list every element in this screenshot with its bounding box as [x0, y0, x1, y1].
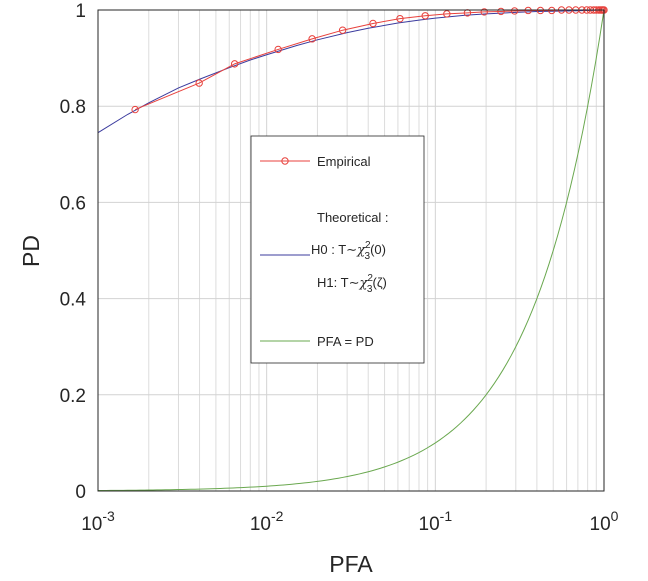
- empirical-marker: [230, 60, 239, 68]
- empirical-marker: [421, 12, 429, 20]
- diagonal-series-line: [97, 9, 605, 492]
- empirical-marker: [195, 79, 203, 87]
- legend-h0-label: H0 : T∼χ2 3(0): [311, 240, 386, 262]
- y-tick-label: 0.2: [60, 386, 86, 407]
- y-tick-label: 1: [75, 1, 86, 22]
- empirical-marker: [369, 19, 377, 28]
- x-tick-labels: 10-3 10-2 10-1 100: [81, 508, 618, 535]
- legend-empirical-label: Empirical: [317, 154, 371, 169]
- y-axis-label: PD: [18, 235, 44, 267]
- legend-empirical-marker: [281, 157, 289, 165]
- x-tick-label: 10-2: [250, 508, 284, 535]
- empirical-marker: [396, 14, 404, 23]
- y-tick-label: 0.6: [60, 193, 86, 214]
- legend-theoretical-title: Theoretical :: [317, 210, 389, 225]
- empirical-marker: [338, 26, 347, 34]
- y-tick-label: 0: [75, 482, 86, 503]
- y-tick-label: 0.8: [60, 97, 86, 118]
- legend: Empirical Theoretical : H0 : T∼χ2 3(0) H1…: [250, 135, 425, 364]
- empirical-marker: [480, 8, 488, 16]
- empirical-marker: [131, 105, 139, 114]
- theoretical-series-line: [97, 9, 605, 134]
- y-tick-label: 0.4: [60, 290, 87, 311]
- x-tick-label: 10-3: [81, 508, 115, 535]
- x-tick-label: 100: [590, 508, 619, 535]
- empirical-marker: [510, 7, 519, 15]
- x-tick-label: 10-1: [419, 508, 453, 535]
- empirical-marker: [308, 35, 316, 43]
- empirical-marker: [443, 10, 451, 18]
- y-tick-labels: 0 0.2 0.4 0.6 0.8 1: [60, 1, 87, 503]
- empirical-marker: [497, 7, 505, 16]
- legend-box: [250, 135, 425, 364]
- plot-frame: [97, 9, 605, 492]
- empirical-marker: [274, 45, 282, 54]
- x-axis-label: PFA: [329, 551, 373, 577]
- legend-diagonal-label: PFA = PD: [317, 334, 374, 349]
- legend-h1-label: H1: T∼χ2 3(ζ): [317, 273, 387, 295]
